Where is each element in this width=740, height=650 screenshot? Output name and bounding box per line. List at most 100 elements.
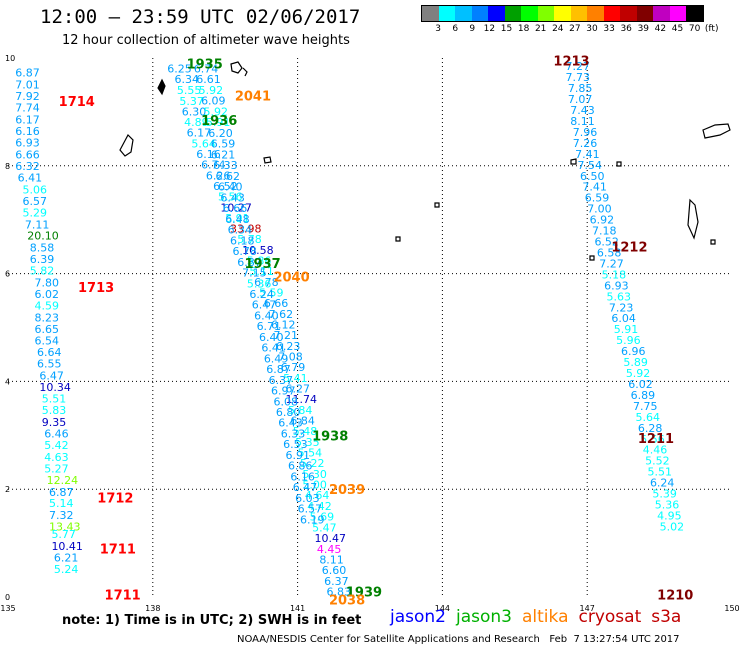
color-scale-box xyxy=(438,6,455,21)
wave-height-value: 6.83 xyxy=(327,585,352,598)
color-scale-box xyxy=(554,6,571,21)
color-scale-label: 18 xyxy=(517,24,530,34)
wave-height-value: 6.02 xyxy=(35,288,60,301)
wave-height-value: 6.33 xyxy=(281,428,306,441)
legend-entry-s3a: s3a xyxy=(651,607,682,627)
pass-time-label: 1713 xyxy=(78,281,114,296)
longitude-tick-label: 150 xyxy=(724,604,739,613)
wave-height-value: 5.36 xyxy=(655,499,680,512)
island-outline xyxy=(230,61,243,74)
wave-height-value: 7.54 xyxy=(578,159,603,172)
wave-height-value: 6.66 xyxy=(15,148,39,161)
island-outline xyxy=(263,156,272,164)
wave-height-value: 6.74 xyxy=(201,158,226,171)
wave-height-value: 6.62 xyxy=(216,170,241,183)
wave-height-value: 7.73 xyxy=(565,71,590,84)
wave-height-value: 6.93 xyxy=(604,279,629,292)
wave-height-value: 5.91 xyxy=(225,212,250,225)
pass-time-label: 1938 xyxy=(312,429,348,444)
wave-height-value: 6.43 xyxy=(278,417,303,430)
color-scale-label: 12 xyxy=(483,24,496,34)
color-scale-label: 15 xyxy=(500,24,513,34)
wave-height-value: 5.00 xyxy=(302,479,327,492)
color-scale-box xyxy=(686,6,703,21)
color-scale-label: 3 xyxy=(435,24,441,34)
wave-height-value: 10.41 xyxy=(51,540,83,553)
wave-height-value: 6.17 xyxy=(15,113,39,126)
pass-time-label: 2040 xyxy=(273,270,309,285)
wave-height-value: 6.17 xyxy=(187,126,212,139)
color-scale-box xyxy=(455,6,472,21)
color-scale-label: 36 xyxy=(620,24,632,34)
pass-time-label: 2038 xyxy=(329,594,365,609)
pass-time-label: 1213 xyxy=(553,55,589,70)
wave-height-value: 7.62 xyxy=(269,308,294,321)
longitude-tick-label: 147 xyxy=(580,604,595,613)
wave-height-value: 5.83 xyxy=(42,404,67,417)
island-outline xyxy=(434,202,440,208)
pass-time-label: 1935 xyxy=(187,57,223,72)
wave-height-value: 5.51 xyxy=(42,393,67,406)
wave-height-value: 5.64 xyxy=(191,137,216,150)
wave-height-value: 6.33 xyxy=(213,159,238,172)
wave-height-value: 5.02 xyxy=(660,520,685,533)
wave-height-value: 7.27 xyxy=(599,257,624,270)
wave-height-value: 6.78 xyxy=(232,245,257,258)
color-scale-label: 33 xyxy=(603,24,615,34)
wave-height-value: 4.63 xyxy=(44,451,68,464)
map-title: 12:00 – 23:59 UTC 02/06/2017 xyxy=(40,6,361,28)
longitude-tick-label: 144 xyxy=(435,604,450,613)
wave-height-value: 6.09 xyxy=(201,94,226,107)
wave-height-value: 6.39 xyxy=(30,253,55,266)
wave-height-value: 6.59 xyxy=(585,192,610,205)
wave-height-value: 5.86 xyxy=(247,254,271,267)
wave-height-value: 5.06 xyxy=(22,183,47,196)
wave-height-value: 6.27 xyxy=(286,383,311,396)
pass-time-label: 1936 xyxy=(201,114,237,129)
longitude-tick-label: 141 xyxy=(290,604,305,613)
wave-height-value: 10.34 xyxy=(39,381,71,394)
wave-height-value: 5.55 xyxy=(177,84,202,97)
wave-height-value: 6.92 xyxy=(590,214,615,227)
pass-time-label: 1210 xyxy=(657,588,693,603)
wave-height-value: 4.42 xyxy=(307,500,332,513)
color-scale-label: 45 xyxy=(671,24,684,34)
color-scale-box xyxy=(521,6,538,21)
wave-height-value: 5.37 xyxy=(179,95,204,108)
pass-time-label: 1211 xyxy=(638,432,674,447)
pass-time-labels: 1714 1713 1712 1711 1711 1935 1936 1937 1938 1939… xyxy=(59,55,694,609)
wave-height-value: 5.52 xyxy=(645,455,670,468)
wave-height-value: 7.11 xyxy=(25,218,50,231)
wave-height-value: 6.21 xyxy=(54,552,79,565)
color-scale-box xyxy=(537,6,554,21)
island-outline xyxy=(589,255,595,261)
color-scale-box xyxy=(620,6,637,21)
wave-height-value: 7.92 xyxy=(15,90,39,103)
wave-height-value: 6.24 xyxy=(249,288,273,301)
longitude-tick-label: 135 xyxy=(0,604,15,613)
wave-height-value: 6.49 xyxy=(264,352,289,365)
island-outline xyxy=(710,239,716,245)
legend-entry-altika: altika xyxy=(522,607,569,627)
wave-height-value: 7.85 xyxy=(568,82,593,95)
wave-height-value: 5.18 xyxy=(602,268,627,281)
wave-height-value: 6.74 xyxy=(194,62,219,75)
wave-height-value: 4.46 xyxy=(643,444,668,457)
map-subtitle: 12 hour collection of altimeter wave hei… xyxy=(62,33,350,48)
wave-height-value: 6.30 xyxy=(182,105,207,118)
wave-height-value: 5.47 xyxy=(312,521,337,534)
island-outline xyxy=(242,67,248,77)
wave-height-value: 7.41 xyxy=(582,181,607,194)
wave-height-value: 8.58 xyxy=(30,241,55,254)
wave-height-value: 6.03 xyxy=(295,492,320,505)
color-scale-box xyxy=(422,6,439,21)
wave-height-value: 6.23 xyxy=(276,340,301,353)
wave-height-value: 4.95 xyxy=(657,509,682,522)
wave-height-value: 10.58 xyxy=(242,244,273,257)
wave-height-value: 6.21 xyxy=(211,148,236,161)
color-scale-box xyxy=(669,6,686,21)
wave-height-value: 5.29 xyxy=(22,206,47,219)
wave-height-value: 13.43 xyxy=(49,520,81,533)
wave-height-value: 6.16 xyxy=(15,125,39,138)
wave-height-value: 7.75 xyxy=(633,400,658,413)
